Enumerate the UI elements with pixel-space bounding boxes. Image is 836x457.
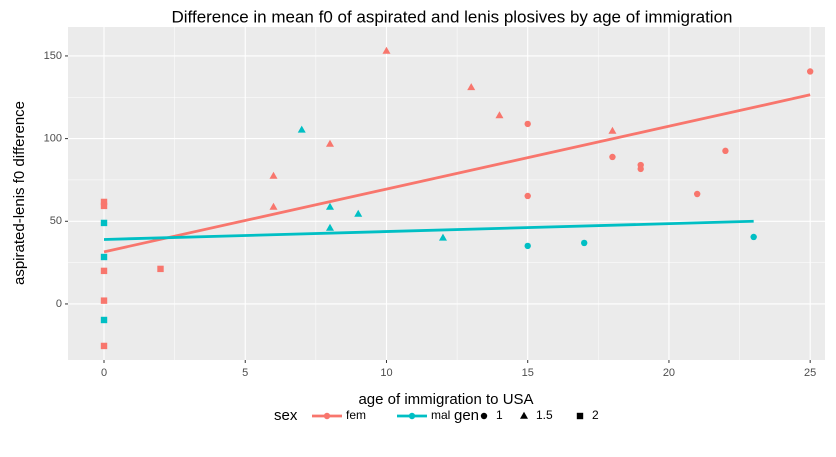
point — [495, 111, 504, 119]
point — [100, 202, 108, 210]
point — [608, 126, 617, 134]
fit-line — [103, 93, 811, 254]
legend-key — [408, 412, 416, 420]
fit-line — [103, 219, 754, 241]
legend-key — [480, 412, 488, 420]
panel — [68, 27, 825, 360]
point — [722, 147, 729, 155]
point — [100, 267, 108, 275]
point — [750, 233, 757, 241]
chart-title: Difference in mean f0 of aspirated and l… — [172, 7, 733, 26]
y-axis-label: aspirated-lenis f0 difference — [11, 101, 28, 285]
point — [157, 265, 164, 273]
x-tick-label: 0 — [101, 367, 107, 379]
point — [637, 165, 644, 173]
point — [382, 46, 391, 54]
legend-title: gen — [454, 407, 479, 424]
point — [524, 242, 531, 250]
point — [467, 83, 476, 91]
x-tick-label: 15 — [522, 367, 534, 379]
legend-key — [576, 412, 584, 420]
y-tick-label: 150 — [44, 50, 62, 62]
point — [100, 198, 108, 206]
point — [269, 171, 278, 179]
legend-label: 1 — [496, 408, 503, 422]
point — [325, 139, 334, 147]
point — [100, 219, 108, 227]
y-tick-label: 100 — [44, 133, 62, 145]
point — [100, 316, 108, 324]
x-tick-label: 25 — [804, 367, 816, 379]
point — [806, 68, 814, 75]
x-tick-label: 10 — [380, 367, 392, 379]
legend-key — [520, 411, 528, 419]
legend-title: sex — [274, 407, 298, 424]
y-tick-label: 0 — [56, 298, 62, 310]
point — [524, 192, 531, 200]
point — [100, 253, 108, 261]
legend-label: fem — [346, 408, 366, 422]
y-tick-label: 50 — [50, 215, 62, 227]
point — [609, 153, 616, 161]
legend-key — [323, 412, 331, 420]
legend-label: mal — [431, 408, 450, 422]
point — [269, 202, 278, 210]
point — [438, 233, 447, 241]
legend-label: 1.5 — [536, 408, 553, 422]
legend-label: 2 — [592, 408, 599, 422]
point — [354, 209, 363, 217]
point — [524, 120, 531, 128]
x-tick-label: 20 — [663, 367, 675, 379]
point — [100, 297, 108, 304]
x-axis-label: age of immigration to USA — [358, 391, 533, 408]
point — [297, 125, 306, 133]
point — [325, 223, 334, 231]
point — [693, 190, 701, 198]
point — [325, 202, 334, 210]
x-tick-label: 5 — [242, 367, 248, 379]
point — [581, 239, 588, 247]
point — [100, 342, 108, 350]
